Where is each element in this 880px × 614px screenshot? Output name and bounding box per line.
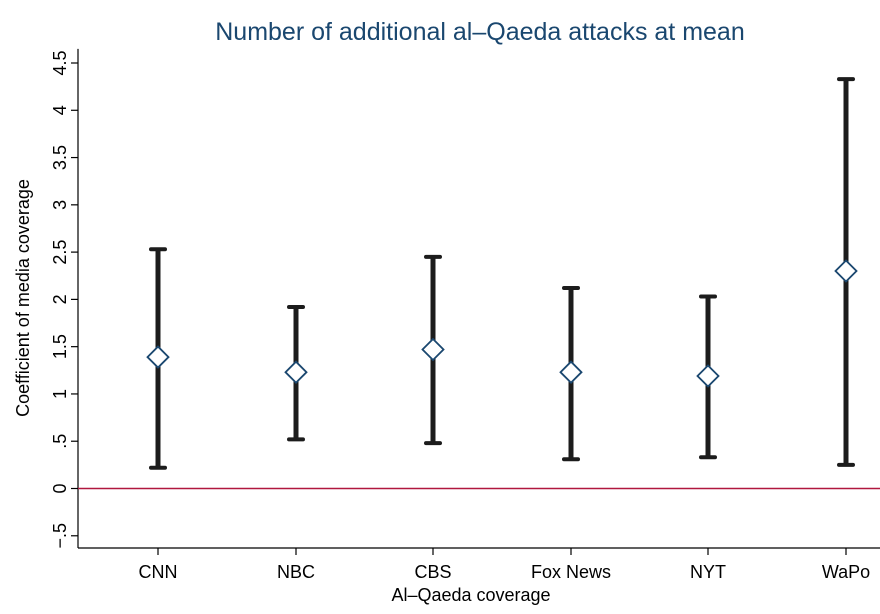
y-tick-label: 1 <box>50 389 70 399</box>
point-estimate-marker <box>559 360 583 384</box>
y-tick-label: 0 <box>50 483 70 493</box>
y-tick-label: 3 <box>50 200 70 210</box>
chart-title: Number of additional al–Qaeda attacks at… <box>215 18 744 46</box>
x-tick-label: Fox News <box>531 562 611 582</box>
y-tick-label: 4 <box>50 105 70 115</box>
point-estimate-marker <box>284 360 308 384</box>
y-tick-label: .5 <box>50 434 70 449</box>
point-estimate-marker <box>696 364 720 388</box>
point-estimate-marker <box>421 337 445 362</box>
x-tick-label: CNN <box>139 562 178 582</box>
y-axis-label: Coefficient of media coverage <box>13 179 33 417</box>
x-tick-label: WaPo <box>822 562 870 582</box>
y-tick-label: 2.5 <box>50 240 70 265</box>
x-axis-label: Al–Qaeda coverage <box>391 585 550 605</box>
y-tick-label: −.5 <box>50 523 70 549</box>
markers-layer <box>146 259 858 388</box>
x-tick-label: NYT <box>690 562 726 582</box>
error-bars-layer <box>149 77 855 470</box>
y-tick-label: 2 <box>50 294 70 304</box>
point-estimate-marker <box>146 345 170 369</box>
x-tick-label: NBC <box>277 562 315 582</box>
y-tick-label: 1.5 <box>50 334 70 359</box>
y-tick-label: 4.5 <box>50 50 70 75</box>
x-tick-label: CBS <box>414 562 451 582</box>
point-estimate-marker <box>834 259 858 283</box>
y-tick-label: 3.5 <box>50 145 70 170</box>
axes-layer: −.5 0 .5 1 1.5 2 2.5 3 3.5 4 4.5 CNN NBC CBS Fox News N… <box>50 48 880 582</box>
